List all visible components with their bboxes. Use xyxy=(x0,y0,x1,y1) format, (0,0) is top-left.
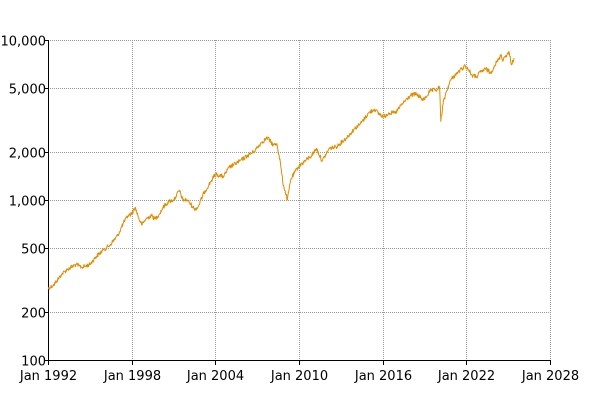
y-tick-label: 10,000 xyxy=(1,35,47,50)
x-tick-label: Jan 2028 xyxy=(521,369,579,384)
y-tick-label: 2,000 xyxy=(9,147,46,162)
axis-ticks xyxy=(44,40,551,365)
grid-lines xyxy=(48,40,551,360)
x-tick-label: Jan 1992 xyxy=(19,369,77,384)
tick-labels: 100 200 500 1,000 2,000 5,000 10,000 Jan 1992 Ja… xyxy=(1,35,580,385)
y-tick-label: 1,000 xyxy=(9,195,46,210)
y-tick-label: 500 xyxy=(21,243,46,258)
series-line xyxy=(47,50,515,290)
x-tick-label: Jan 2016 xyxy=(354,369,412,384)
x-tick-label: Jan 2010 xyxy=(270,369,328,384)
x-tick-label: Jan 2004 xyxy=(186,369,244,384)
x-tick-label: Jan 1998 xyxy=(103,369,161,384)
series-layer xyxy=(47,50,515,290)
y-tick-label: 100 xyxy=(21,355,46,370)
x-tick-label: Jan 2022 xyxy=(437,369,495,384)
y-tick-label: 5,000 xyxy=(9,83,46,98)
y-tick-label: 200 xyxy=(21,307,46,322)
